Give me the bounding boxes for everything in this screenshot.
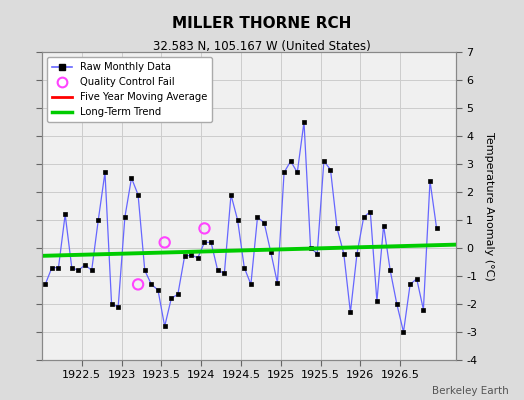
Text: MILLER THORNE RCH: MILLER THORNE RCH: [172, 16, 352, 31]
Legend: Raw Monthly Data, Quality Control Fail, Five Year Moving Average, Long-Term Tren: Raw Monthly Data, Quality Control Fail, …: [47, 57, 212, 122]
Point: [134, 281, 143, 288]
Y-axis label: Temperature Anomaly (°C): Temperature Anomaly (°C): [484, 132, 494, 280]
Point: [160, 239, 169, 246]
Text: 32.583 N, 105.167 W (United States): 32.583 N, 105.167 W (United States): [153, 40, 371, 53]
Text: Berkeley Earth: Berkeley Earth: [432, 386, 508, 396]
Point: [200, 225, 209, 232]
